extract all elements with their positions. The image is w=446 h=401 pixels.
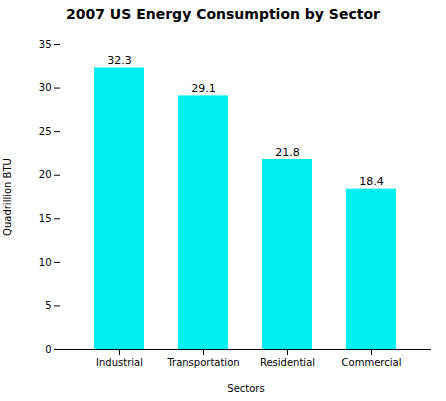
svg-text:21.8: 21.8	[275, 146, 300, 159]
svg-text:Commercial: Commercial	[342, 357, 402, 368]
svg-text:20: 20	[39, 169, 52, 180]
svg-text:Quadrillion BTU: Quadrillion BTU	[2, 158, 13, 236]
svg-text:35: 35	[39, 39, 52, 50]
svg-text:18.4: 18.4	[359, 175, 384, 188]
svg-text:25: 25	[39, 126, 52, 137]
svg-text:29.1: 29.1	[191, 82, 216, 95]
svg-text:15: 15	[39, 213, 52, 224]
svg-text:30: 30	[39, 82, 52, 93]
svg-text:0: 0	[45, 344, 51, 355]
svg-text:32.3: 32.3	[107, 54, 132, 67]
svg-text:Transportation: Transportation	[166, 357, 239, 368]
svg-text:10: 10	[39, 257, 52, 268]
svg-text:Industrial: Industrial	[96, 357, 143, 368]
svg-text:5: 5	[45, 300, 51, 311]
svg-text:Residential: Residential	[260, 357, 315, 368]
html-text:2007 US Energy Consumption by: 2007 US Energy Consumption by Sector	[66, 6, 380, 22]
svg-text:Sectors: Sectors	[227, 383, 264, 394]
